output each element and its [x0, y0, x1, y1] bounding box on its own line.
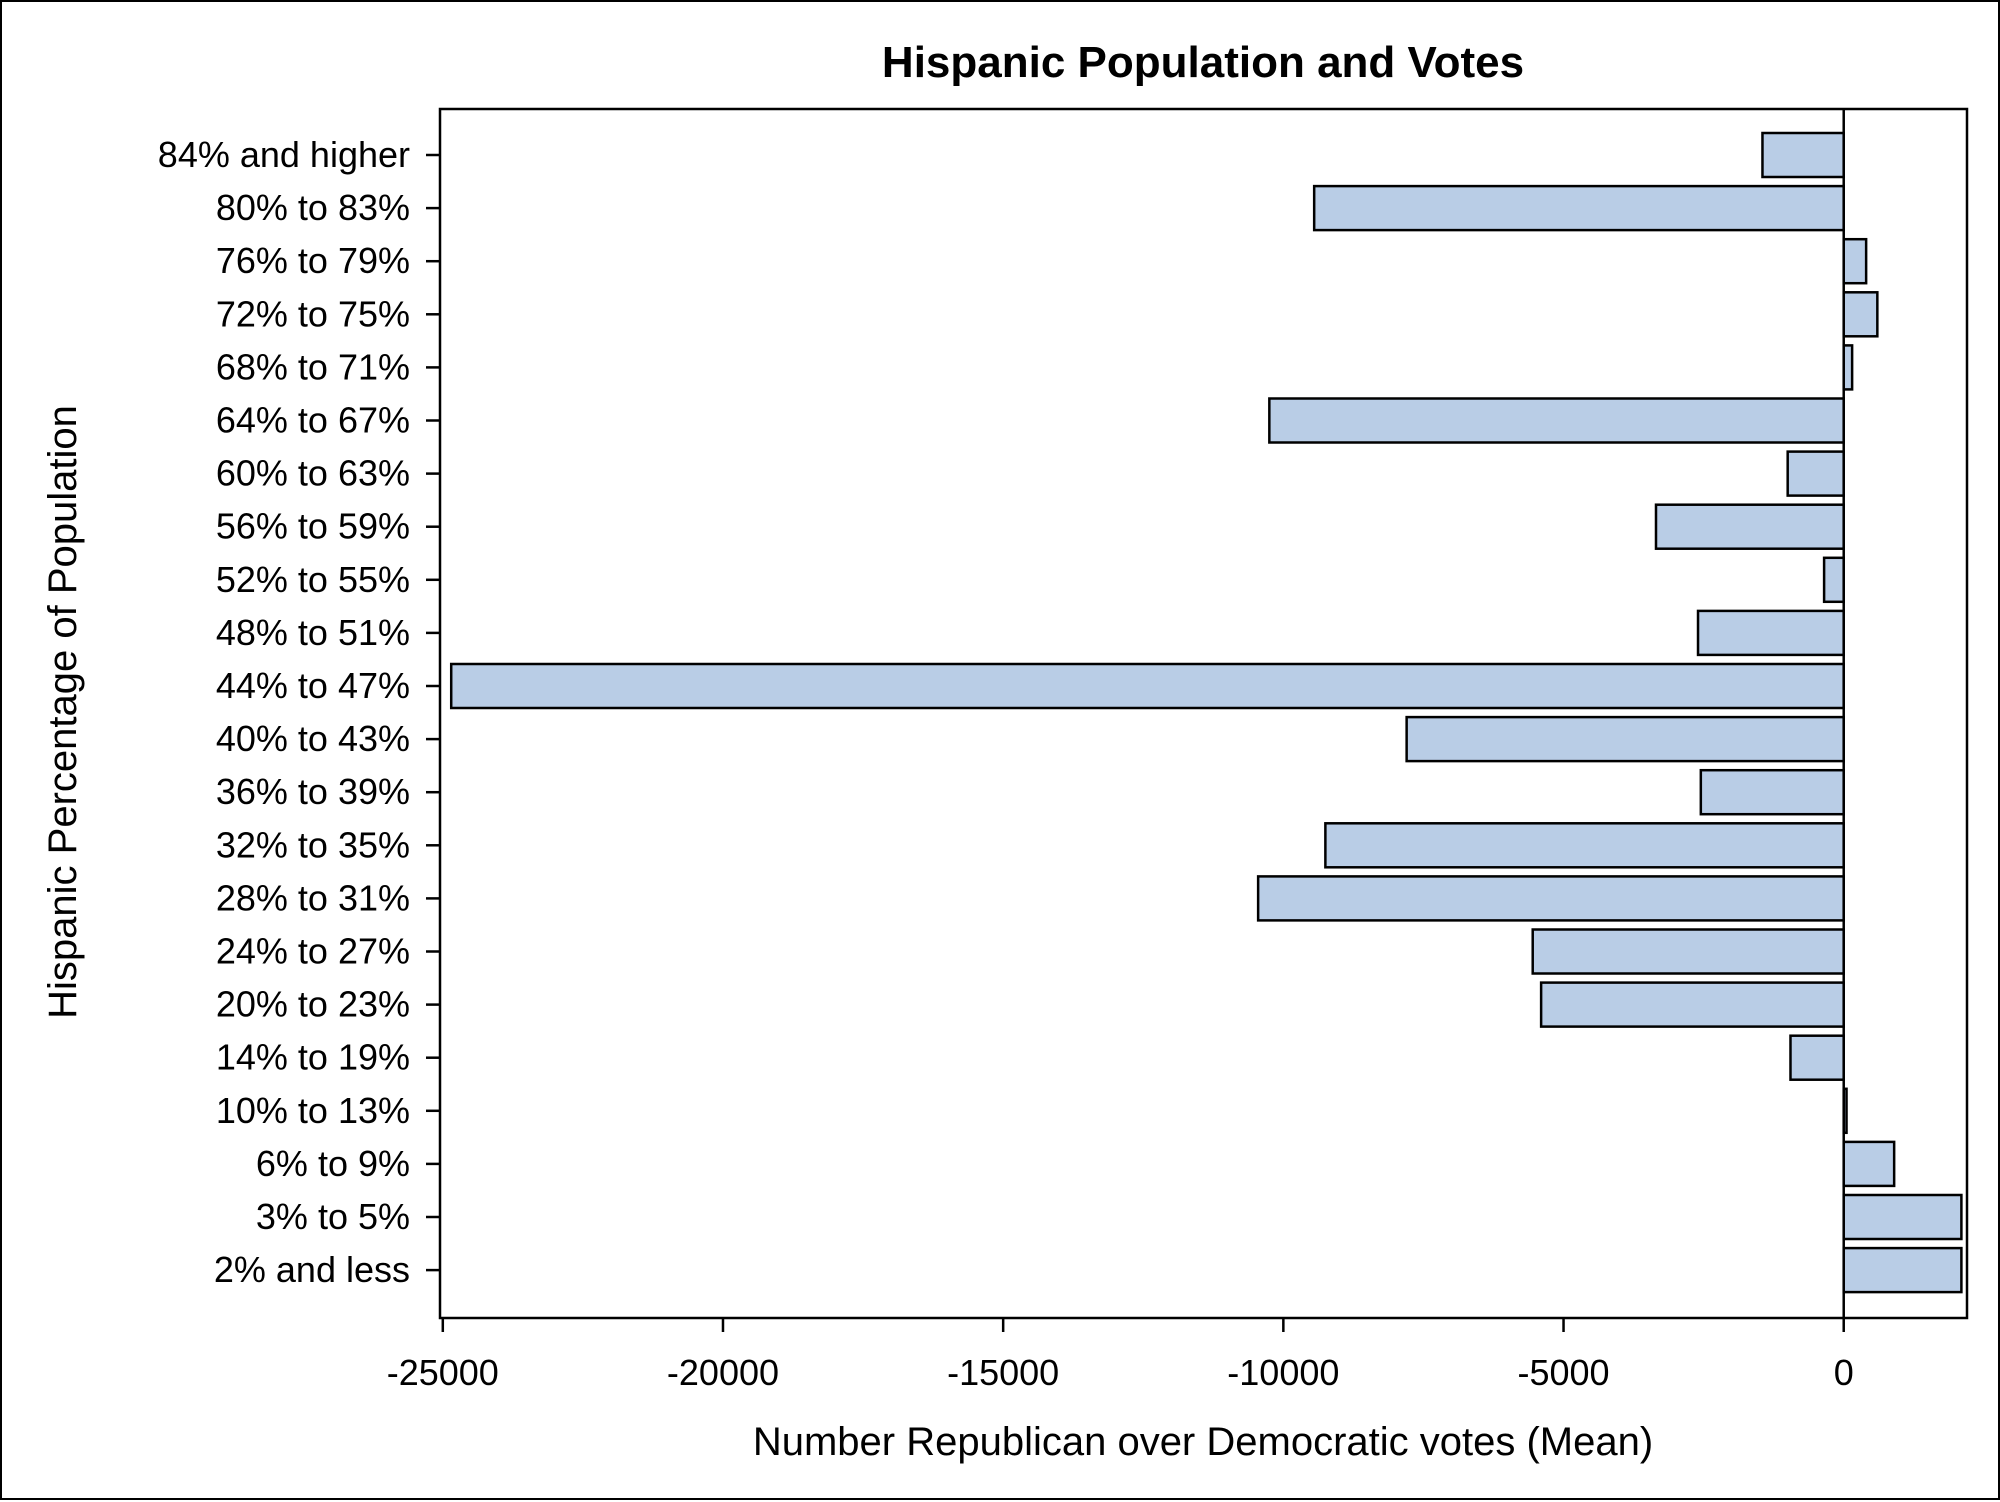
x-axis-title: Number Republican over Democratic votes … — [753, 1420, 1653, 1464]
bar — [1789, 1034, 1845, 1081]
x-tick-label: 0 — [1834, 1352, 1854, 1393]
y-tick-label: 28% to 31% — [216, 877, 410, 918]
y-tick-label: 64% to 67% — [216, 400, 410, 441]
plot-area — [438, 107, 1969, 1320]
bar — [1842, 344, 1854, 391]
y-tick-label: 72% to 75% — [216, 293, 410, 334]
bar — [1256, 875, 1845, 922]
y-tick-label: 44% to 47% — [216, 665, 410, 706]
y-tick-label: 14% to 19% — [216, 1037, 410, 1078]
y-tick-label: 48% to 51% — [216, 612, 410, 653]
y-tick-label: 32% to 35% — [216, 824, 410, 865]
bar — [1842, 1140, 1896, 1188]
y-tick-label: 24% to 27% — [216, 931, 410, 972]
y-axis-title: Hispanic Percentage of Population — [41, 405, 85, 1019]
bar — [449, 662, 1845, 710]
x-axis: -25000 -20000 -15000 -10000 -5000 0 — [387, 1318, 1854, 1393]
x-tick-label: -20000 — [667, 1352, 779, 1393]
y-tick-label: 10% to 13% — [216, 1090, 410, 1131]
bar — [1312, 184, 1845, 232]
y-tick-label: 52% to 55% — [216, 559, 410, 600]
chart-title: Hispanic Population and Votes — [882, 38, 1524, 87]
bar — [1324, 822, 1845, 869]
bars-layer — [449, 131, 1963, 1294]
bar — [1842, 237, 1868, 285]
y-tick-label: 36% to 39% — [216, 771, 410, 812]
y-tick-label: 60% to 63% — [216, 453, 410, 494]
bar — [1405, 715, 1845, 763]
bar — [1786, 450, 1845, 497]
y-tick-label: 56% to 59% — [216, 506, 410, 547]
x-tick-label: -25000 — [387, 1352, 499, 1393]
bar — [1842, 291, 1879, 338]
bar — [1268, 397, 1845, 444]
y-tick-label: 2% and less — [214, 1249, 410, 1290]
bar — [1822, 556, 1845, 604]
y-tick-label: 84% and higher — [158, 134, 410, 175]
y-axis: 84% and higher 80% to 83% 76% to 79% 72% to… — [158, 134, 440, 1290]
y-tick-label: 80% to 83% — [216, 187, 410, 228]
bar — [1842, 1246, 1963, 1294]
bar — [1531, 928, 1845, 975]
bar — [1699, 768, 1845, 816]
y-tick-label: 20% to 23% — [216, 984, 410, 1025]
y-tick-label: 76% to 79% — [216, 240, 410, 281]
y-tick-label: 6% to 9% — [256, 1143, 410, 1184]
x-tick-label: -15000 — [947, 1352, 1059, 1393]
x-tick-label: -10000 — [1227, 1352, 1339, 1393]
bar — [1761, 131, 1845, 179]
y-tick-label: 68% to 71% — [216, 346, 410, 387]
bar — [1696, 609, 1845, 657]
bar — [1842, 1193, 1963, 1241]
y-tick-label: 3% to 5% — [256, 1196, 410, 1237]
bar — [1539, 981, 1845, 1028]
y-tick-label: 40% to 43% — [216, 718, 410, 759]
x-tick-label: -5000 — [1517, 1352, 1609, 1393]
bar — [1654, 503, 1845, 550]
